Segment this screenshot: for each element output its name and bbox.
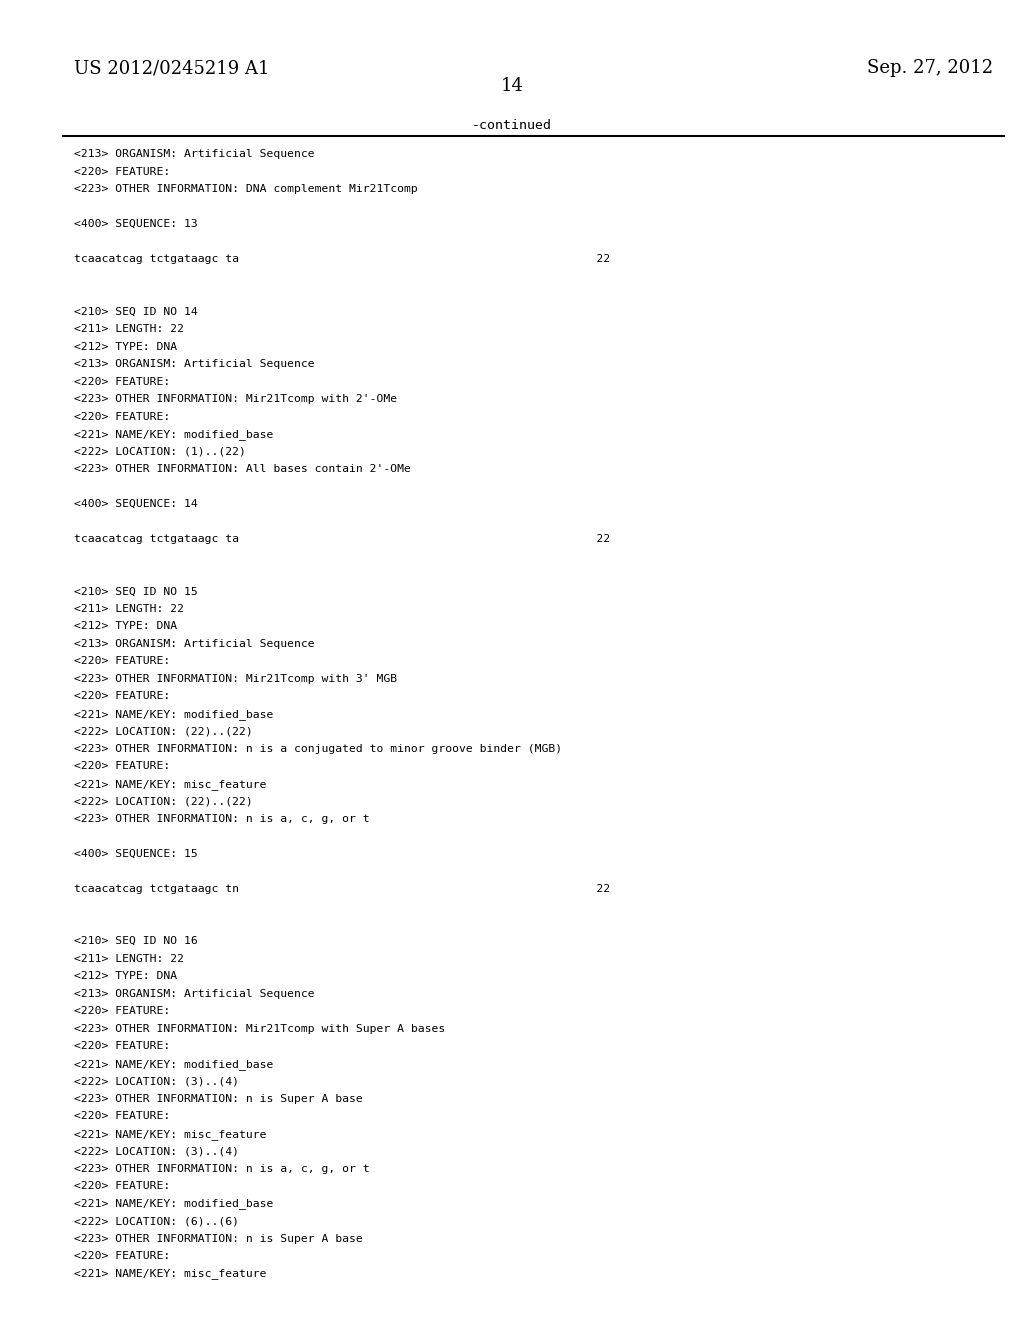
Text: <213> ORGANISM: Artificial Sequence: <213> ORGANISM: Artificial Sequence <box>74 359 314 370</box>
Text: <220> FEATURE:: <220> FEATURE: <box>74 412 170 421</box>
Text: <222> LOCATION: (22)..(22): <222> LOCATION: (22)..(22) <box>74 726 253 737</box>
Text: US 2012/0245219 A1: US 2012/0245219 A1 <box>74 59 269 78</box>
Text: <400> SEQUENCE: 14: <400> SEQUENCE: 14 <box>74 499 198 510</box>
Text: <221> NAME/KEY: modified_base: <221> NAME/KEY: modified_base <box>74 1059 273 1069</box>
Text: <212> TYPE: DNA: <212> TYPE: DNA <box>74 342 177 351</box>
Text: <223> OTHER INFORMATION: n is a, c, g, or t: <223> OTHER INFORMATION: n is a, c, g, o… <box>74 813 370 824</box>
Text: <223> OTHER INFORMATION: Mir21Tcomp with Super A bases: <223> OTHER INFORMATION: Mir21Tcomp with… <box>74 1024 445 1034</box>
Text: <221> NAME/KEY: misc_feature: <221> NAME/KEY: misc_feature <box>74 779 266 789</box>
Text: <213> ORGANISM: Artificial Sequence: <213> ORGANISM: Artificial Sequence <box>74 989 314 999</box>
Text: <220> FEATURE:: <220> FEATURE: <box>74 1251 170 1261</box>
Text: <220> FEATURE:: <220> FEATURE: <box>74 1111 170 1121</box>
Text: <220> FEATURE:: <220> FEATURE: <box>74 376 170 387</box>
Text: <220> FEATURE:: <220> FEATURE: <box>74 166 170 177</box>
Text: <223> OTHER INFORMATION: n is Super A base: <223> OTHER INFORMATION: n is Super A ba… <box>74 1233 362 1243</box>
Text: <220> FEATURE:: <220> FEATURE: <box>74 1006 170 1016</box>
Text: <213> ORGANISM: Artificial Sequence: <213> ORGANISM: Artificial Sequence <box>74 149 314 160</box>
Text: <222> LOCATION: (3)..(4): <222> LOCATION: (3)..(4) <box>74 1146 239 1156</box>
Text: -continued: -continued <box>472 119 552 132</box>
Text: <222> LOCATION: (6)..(6): <222> LOCATION: (6)..(6) <box>74 1216 239 1226</box>
Text: <220> FEATURE:: <220> FEATURE: <box>74 692 170 701</box>
Text: <223> OTHER INFORMATION: n is Super A base: <223> OTHER INFORMATION: n is Super A ba… <box>74 1093 362 1104</box>
Text: <212> TYPE: DNA: <212> TYPE: DNA <box>74 972 177 981</box>
Text: <223> OTHER INFORMATION: DNA complement Mir21Tcomp: <223> OTHER INFORMATION: DNA complement … <box>74 183 418 194</box>
Text: <400> SEQUENCE: 15: <400> SEQUENCE: 15 <box>74 849 198 859</box>
Text: tcaacatcag tctgataagc tn                                                    22: tcaacatcag tctgataagc tn 22 <box>74 884 610 894</box>
Text: <213> ORGANISM: Artificial Sequence: <213> ORGANISM: Artificial Sequence <box>74 639 314 649</box>
Text: <222> LOCATION: (3)..(4): <222> LOCATION: (3)..(4) <box>74 1076 239 1086</box>
Text: <211> LENGTH: 22: <211> LENGTH: 22 <box>74 953 183 964</box>
Text: <223> OTHER INFORMATION: Mir21Tcomp with 3' MGB: <223> OTHER INFORMATION: Mir21Tcomp with… <box>74 673 397 684</box>
Text: <221> NAME/KEY: misc_feature: <221> NAME/KEY: misc_feature <box>74 1129 266 1139</box>
Text: <221> NAME/KEY: modified_base: <221> NAME/KEY: modified_base <box>74 1199 273 1209</box>
Text: <221> NAME/KEY: modified_base: <221> NAME/KEY: modified_base <box>74 429 273 440</box>
Text: <222> LOCATION: (22)..(22): <222> LOCATION: (22)..(22) <box>74 796 253 807</box>
Text: <220> FEATURE:: <220> FEATURE: <box>74 762 170 771</box>
Text: tcaacatcag tctgataagc ta                                                    22: tcaacatcag tctgataagc ta 22 <box>74 253 610 264</box>
Text: <223> OTHER INFORMATION: n is a conjugated to minor groove binder (MGB): <223> OTHER INFORMATION: n is a conjugat… <box>74 744 562 754</box>
Text: <210> SEQ ID NO 14: <210> SEQ ID NO 14 <box>74 306 198 317</box>
Text: Sep. 27, 2012: Sep. 27, 2012 <box>867 59 993 78</box>
Text: <400> SEQUENCE: 13: <400> SEQUENCE: 13 <box>74 219 198 230</box>
Text: <210> SEQ ID NO 16: <210> SEQ ID NO 16 <box>74 936 198 946</box>
Text: <221> NAME/KEY: misc_feature: <221> NAME/KEY: misc_feature <box>74 1269 266 1279</box>
Text: <223> OTHER INFORMATION: n is a, c, g, or t: <223> OTHER INFORMATION: n is a, c, g, o… <box>74 1164 370 1173</box>
Text: tcaacatcag tctgataagc ta                                                    22: tcaacatcag tctgataagc ta 22 <box>74 533 610 544</box>
Text: <220> FEATURE:: <220> FEATURE: <box>74 1041 170 1051</box>
Text: <211> LENGTH: 22: <211> LENGTH: 22 <box>74 605 183 614</box>
Text: <221> NAME/KEY: modified_base: <221> NAME/KEY: modified_base <box>74 709 273 719</box>
Text: <223> OTHER INFORMATION: Mir21Tcomp with 2'-OMe: <223> OTHER INFORMATION: Mir21Tcomp with… <box>74 393 397 404</box>
Text: <212> TYPE: DNA: <212> TYPE: DNA <box>74 622 177 631</box>
Text: <223> OTHER INFORMATION: All bases contain 2'-OMe: <223> OTHER INFORMATION: All bases conta… <box>74 463 411 474</box>
Text: <210> SEQ ID NO 15: <210> SEQ ID NO 15 <box>74 586 198 597</box>
Text: <211> LENGTH: 22: <211> LENGTH: 22 <box>74 325 183 334</box>
Text: <220> FEATURE:: <220> FEATURE: <box>74 1181 170 1191</box>
Text: 14: 14 <box>501 77 523 95</box>
Text: <220> FEATURE:: <220> FEATURE: <box>74 656 170 667</box>
Text: <222> LOCATION: (1)..(22): <222> LOCATION: (1)..(22) <box>74 446 246 457</box>
